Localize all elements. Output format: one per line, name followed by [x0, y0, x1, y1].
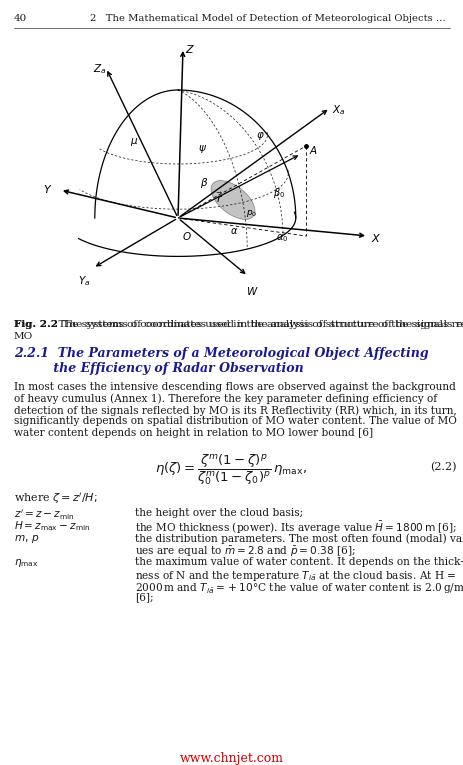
Text: $Z$: $Z$: [185, 43, 195, 55]
Text: detection of the signals reflected by MO is its R Reflectivity (RR) which, in it: detection of the signals reflected by MO…: [14, 405, 457, 415]
Text: $\eta_{\rm max}$: $\eta_{\rm max}$: [14, 558, 38, 569]
Text: $\beta$: $\beta$: [200, 176, 208, 190]
Text: water content depends on height in relation to MO lower bound [6]: water content depends on height in relat…: [14, 428, 373, 438]
Text: The systems of coordinates used in the analysis of structure of the signals refl: The systems of coordinates used in the a…: [52, 320, 463, 329]
Text: $O$: $O$: [182, 230, 192, 242]
Text: where $\zeta = z'/H;$: where $\zeta = z'/H;$: [14, 491, 97, 506]
Text: The systems of coordinates used in the analysis of structure of the signals refl: The systems of coordinates used in the a…: [56, 320, 463, 329]
Text: [6];: [6];: [135, 592, 154, 602]
Text: $p_0$: $p_0$: [246, 208, 257, 219]
Text: Fig. 2.2: Fig. 2.2: [14, 320, 58, 329]
Text: $H = z_{\rm max} - z_{\rm min}$: $H = z_{\rm max} - z_{\rm min}$: [14, 519, 90, 533]
Text: $\mu$: $\mu$: [130, 136, 138, 148]
Text: $\vec{r}$: $\vec{r}$: [216, 190, 223, 205]
Text: $\alpha_0$: $\alpha_0$: [276, 232, 288, 244]
Text: ness of N and the temperature $T_{i\bar{a}}$ at the cloud basis. At H =: ness of N and the temperature $T_{i\bar{…: [135, 569, 457, 583]
Text: the distribution parameters. The most often found (modal) val-: the distribution parameters. The most of…: [135, 533, 463, 544]
Text: $m,\, p$: $m,\, p$: [14, 533, 39, 545]
Text: $X_a$: $X_a$: [332, 103, 345, 117]
Text: significantly depends on spatial distribution of MO water content. The value of : significantly depends on spatial distrib…: [14, 416, 457, 427]
Text: $\alpha$: $\alpha$: [230, 226, 238, 236]
Text: the Efficiency of Radar Observation: the Efficiency of Radar Observation: [14, 362, 304, 375]
Text: $Z_a$: $Z_a$: [93, 62, 106, 76]
Text: $W$: $W$: [246, 285, 258, 297]
Text: 40: 40: [14, 14, 27, 23]
Text: 2000$\,$m and $T_{i\bar{a}} = +10\degree$C the value of water content is 2.0$\,$: 2000$\,$m and $T_{i\bar{a}} = +10\degree…: [135, 581, 463, 596]
Text: $Y$: $Y$: [43, 183, 52, 195]
Ellipse shape: [211, 181, 255, 220]
Text: In most cases the intensive descending flows are observed against the background: In most cases the intensive descending f…: [14, 382, 456, 392]
Text: 2.2.1  The Parameters of a Meteorological Object Affecting: 2.2.1 The Parameters of a Meteorological…: [14, 347, 429, 360]
Text: $z' = z - z_{\rm min}$: $z' = z - z_{\rm min}$: [14, 508, 75, 522]
Text: MO: MO: [14, 332, 33, 341]
Text: $A$: $A$: [309, 144, 318, 156]
Text: $\eta(\zeta) = \dfrac{\zeta^m(1-\zeta)^p}{\zeta_0^m(1-\zeta_0)^p}\,\eta_{\max},$: $\eta(\zeta) = \dfrac{\zeta^m(1-\zeta)^p…: [156, 452, 307, 487]
Text: the maximum value of water content. It depends on the thick-: the maximum value of water content. It d…: [135, 558, 463, 568]
Text: Fig. 2.2: Fig. 2.2: [14, 320, 58, 329]
Text: the height over the cloud basis;: the height over the cloud basis;: [135, 508, 303, 518]
Text: $\beta_0$: $\beta_0$: [273, 186, 285, 200]
Text: www.chnjet.com: www.chnjet.com: [180, 752, 283, 765]
Text: ues are equal to $\bar{m} = 2.8$ and $\bar{p} = 0.38$ [6];: ues are equal to $\bar{m} = 2.8$ and $\b…: [135, 545, 356, 559]
Text: of heavy cumulus (Annex 1). Therefore the key parameter defining efficiency of: of heavy cumulus (Annex 1). Therefore th…: [14, 393, 437, 404]
Text: $Y_a$: $Y_a$: [78, 274, 90, 288]
Text: $\varphi$: $\varphi$: [256, 130, 265, 142]
Text: the MO thickness (power). Its average value $\bar{H} = 1800\,{\rm m}$ [6];: the MO thickness (power). Its average va…: [135, 519, 457, 536]
Text: (2.2): (2.2): [430, 462, 457, 472]
Text: $\psi$: $\psi$: [198, 143, 207, 155]
Text: $X$: $X$: [371, 232, 382, 244]
Text: 2   The Mathematical Model of Detection of Meteorological Objects …: 2 The Mathematical Model of Detection of…: [90, 14, 446, 23]
